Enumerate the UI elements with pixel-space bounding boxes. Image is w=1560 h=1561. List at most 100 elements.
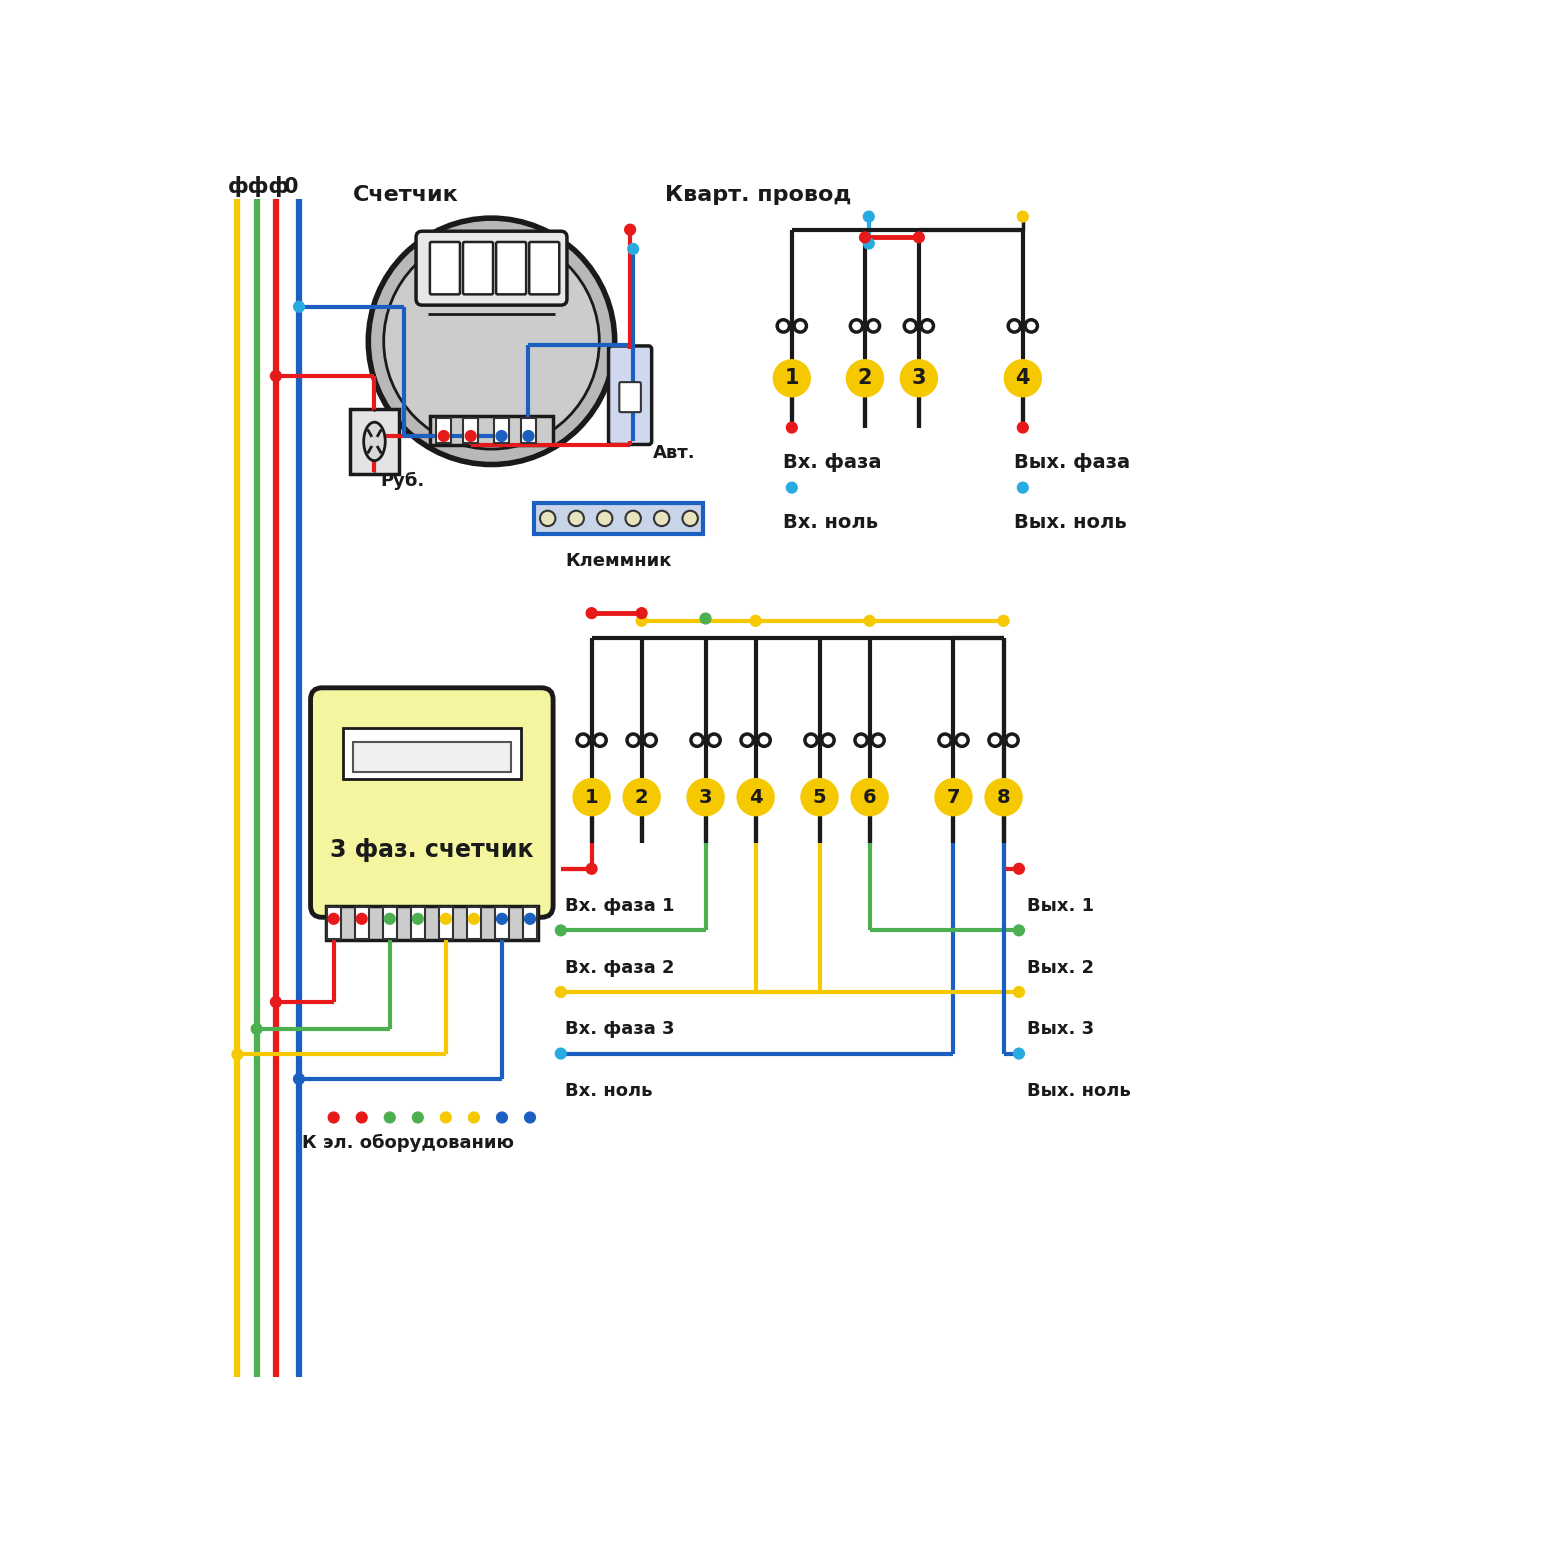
Text: 4: 4 bbox=[749, 788, 763, 807]
Text: ффф: ффф bbox=[228, 175, 290, 197]
Text: 0: 0 bbox=[284, 176, 298, 197]
Circle shape bbox=[496, 913, 507, 924]
Circle shape bbox=[794, 320, 807, 332]
Circle shape bbox=[956, 734, 969, 746]
Text: Вых. фаза: Вых. фаза bbox=[1014, 453, 1129, 473]
Circle shape bbox=[800, 779, 838, 816]
FancyBboxPatch shape bbox=[353, 741, 510, 771]
FancyBboxPatch shape bbox=[466, 907, 480, 938]
Text: 6: 6 bbox=[863, 788, 877, 807]
FancyBboxPatch shape bbox=[496, 242, 526, 295]
Circle shape bbox=[577, 734, 590, 746]
Circle shape bbox=[984, 779, 1022, 816]
Circle shape bbox=[636, 607, 647, 618]
Circle shape bbox=[1014, 926, 1025, 935]
Circle shape bbox=[594, 734, 607, 746]
Circle shape bbox=[691, 734, 704, 746]
Text: Вых. ноль: Вых. ноль bbox=[1014, 512, 1126, 532]
Circle shape bbox=[627, 734, 640, 746]
Circle shape bbox=[232, 1049, 243, 1060]
Text: Вх. ноль: Вх. ноль bbox=[565, 1082, 652, 1101]
Circle shape bbox=[872, 734, 885, 746]
Circle shape bbox=[786, 421, 797, 432]
FancyBboxPatch shape bbox=[521, 418, 537, 443]
Circle shape bbox=[622, 779, 660, 816]
Text: 1: 1 bbox=[785, 368, 799, 389]
Text: Вх. фаза 3: Вх. фаза 3 bbox=[565, 1021, 674, 1038]
Text: Вых. ноль: Вых. ноль bbox=[1026, 1082, 1131, 1101]
Text: Кварт. провод: Кварт. провод bbox=[665, 186, 852, 204]
Text: 2: 2 bbox=[858, 368, 872, 389]
Circle shape bbox=[573, 779, 610, 816]
Circle shape bbox=[774, 359, 810, 396]
Circle shape bbox=[624, 225, 635, 236]
FancyBboxPatch shape bbox=[529, 242, 558, 295]
Circle shape bbox=[1014, 863, 1025, 874]
Circle shape bbox=[914, 233, 924, 244]
FancyBboxPatch shape bbox=[417, 231, 566, 304]
Circle shape bbox=[636, 615, 647, 626]
Circle shape bbox=[368, 219, 615, 465]
Circle shape bbox=[847, 359, 883, 396]
Circle shape bbox=[738, 779, 774, 816]
Circle shape bbox=[465, 431, 476, 442]
Text: К эл. оборудованию: К эл. оборудованию bbox=[303, 1135, 515, 1152]
Circle shape bbox=[920, 320, 933, 332]
Circle shape bbox=[863, 211, 874, 222]
Circle shape bbox=[555, 926, 566, 935]
FancyBboxPatch shape bbox=[326, 907, 340, 938]
FancyBboxPatch shape bbox=[495, 418, 509, 443]
Circle shape bbox=[1006, 734, 1019, 746]
Circle shape bbox=[805, 734, 817, 746]
Circle shape bbox=[496, 1111, 507, 1122]
Circle shape bbox=[905, 320, 917, 332]
Circle shape bbox=[524, 913, 535, 924]
Circle shape bbox=[597, 510, 613, 526]
Circle shape bbox=[251, 1024, 262, 1035]
Text: 1: 1 bbox=[585, 788, 599, 807]
Circle shape bbox=[384, 1111, 395, 1122]
FancyBboxPatch shape bbox=[463, 242, 493, 295]
Circle shape bbox=[654, 510, 669, 526]
FancyBboxPatch shape bbox=[349, 409, 399, 473]
Circle shape bbox=[989, 734, 1002, 746]
FancyBboxPatch shape bbox=[608, 347, 652, 445]
Circle shape bbox=[412, 1111, 423, 1122]
Circle shape bbox=[384, 234, 599, 450]
FancyBboxPatch shape bbox=[410, 907, 424, 938]
Text: 3: 3 bbox=[911, 368, 927, 389]
Circle shape bbox=[555, 987, 566, 997]
Text: 3 фаз. счетчик: 3 фаз. счетчик bbox=[329, 838, 534, 862]
Circle shape bbox=[741, 734, 753, 746]
Circle shape bbox=[1025, 320, 1037, 332]
Circle shape bbox=[587, 607, 597, 618]
Circle shape bbox=[555, 1047, 566, 1058]
FancyBboxPatch shape bbox=[431, 242, 460, 295]
Circle shape bbox=[867, 320, 880, 332]
Circle shape bbox=[270, 996, 281, 1007]
FancyBboxPatch shape bbox=[310, 688, 554, 918]
Circle shape bbox=[863, 239, 874, 248]
Circle shape bbox=[1017, 211, 1028, 222]
Circle shape bbox=[786, 482, 797, 493]
Circle shape bbox=[758, 734, 771, 746]
Circle shape bbox=[852, 779, 888, 816]
FancyBboxPatch shape bbox=[382, 907, 396, 938]
Ellipse shape bbox=[363, 421, 385, 460]
Circle shape bbox=[855, 734, 867, 746]
FancyBboxPatch shape bbox=[619, 382, 641, 412]
Circle shape bbox=[860, 233, 870, 244]
Circle shape bbox=[587, 863, 597, 874]
Circle shape bbox=[328, 913, 339, 924]
Text: Вых. 2: Вых. 2 bbox=[1026, 958, 1094, 977]
Text: Руб.: Руб. bbox=[381, 471, 424, 490]
Circle shape bbox=[939, 734, 952, 746]
Circle shape bbox=[440, 1111, 451, 1122]
Text: Клеммник: Клеммник bbox=[565, 553, 672, 570]
Circle shape bbox=[356, 913, 367, 924]
Circle shape bbox=[1005, 359, 1041, 396]
Circle shape bbox=[293, 1074, 304, 1085]
Circle shape bbox=[468, 1111, 479, 1122]
Text: Вх. фаза 1: Вх. фаза 1 bbox=[565, 898, 674, 915]
FancyBboxPatch shape bbox=[354, 907, 368, 938]
